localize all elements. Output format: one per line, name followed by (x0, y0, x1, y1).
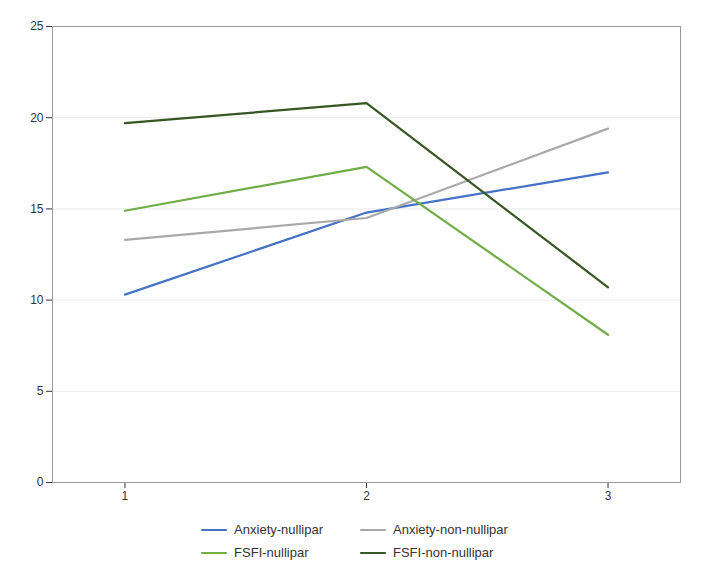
html-text:Anxiety-non-nullipar: Anxiety-non-nullipar (393, 522, 508, 537)
svg-text:3: 3 (605, 489, 612, 503)
svg-text:0: 0 (37, 475, 44, 489)
svg-text:20: 20 (30, 111, 44, 125)
html-text:Anxiety-nullipar: Anxiety-nullipar (234, 522, 323, 537)
html-text:FSFI-non-nullipar: FSFI-non-nullipar (393, 545, 494, 560)
svg-text:2: 2 (363, 489, 370, 503)
svg-text:5: 5 (37, 384, 44, 398)
svg-text:10: 10 (30, 293, 44, 307)
html-text:FSFI-nullipar: FSFI-nullipar (234, 545, 309, 560)
svg-text:25: 25 (30, 19, 44, 33)
svg-text:15: 15 (30, 202, 44, 216)
svg-text:1: 1 (122, 489, 129, 503)
